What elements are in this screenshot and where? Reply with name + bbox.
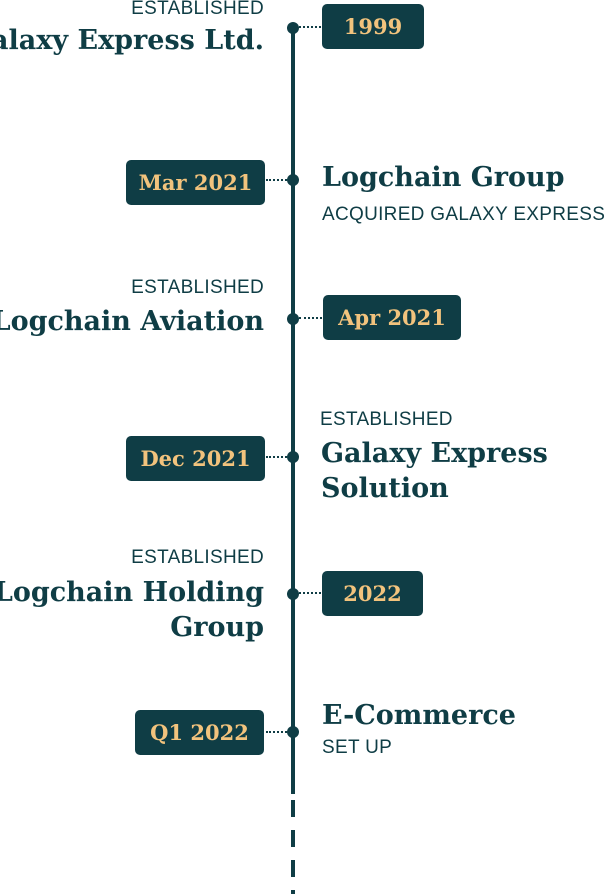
event-title: Logchain Holding	[0, 577, 264, 608]
timeline-node	[287, 313, 299, 325]
event-title: Galaxy Express	[321, 438, 548, 469]
timeline-axis-continuation	[291, 800, 295, 894]
date-badge: Mar 2021	[126, 160, 265, 205]
event-prefix: ESTABLISHED	[131, 547, 264, 568]
date-badge: Q1 2022	[135, 710, 264, 755]
event-prefix: ESTABLISHED	[131, 277, 264, 298]
event-prefix: ESTABLISHED	[320, 409, 453, 430]
event-title: Galaxy Express Ltd.	[0, 25, 264, 56]
date-badge: 2022	[322, 571, 423, 616]
date-badge: Dec 2021	[126, 436, 265, 481]
connector	[266, 456, 287, 458]
timeline-node	[287, 451, 299, 463]
event-title-line2: Solution	[321, 473, 449, 504]
timeline-node	[287, 174, 299, 186]
event-title: Logchain Group	[322, 162, 565, 193]
event-suffix: ACQUIRED GALAXY EXPRESS	[322, 204, 606, 225]
connector	[266, 731, 287, 733]
event-title-line2: Group	[170, 612, 264, 643]
connector	[266, 179, 287, 181]
event-prefix: ESTABLISHED	[131, 0, 264, 19]
date-badge: 1999	[322, 4, 424, 49]
event-suffix: SET UP	[322, 737, 393, 758]
timeline-node	[287, 726, 299, 738]
event-title: Logchain Aviation	[0, 306, 264, 337]
date-badge: Apr 2021	[323, 295, 461, 340]
timeline-node	[287, 22, 299, 34]
connector	[299, 317, 322, 319]
timeline-node	[287, 588, 299, 600]
connector	[299, 592, 321, 594]
event-title: E-Commerce	[322, 700, 516, 731]
connector	[299, 26, 321, 28]
timeline-axis	[291, 26, 295, 794]
